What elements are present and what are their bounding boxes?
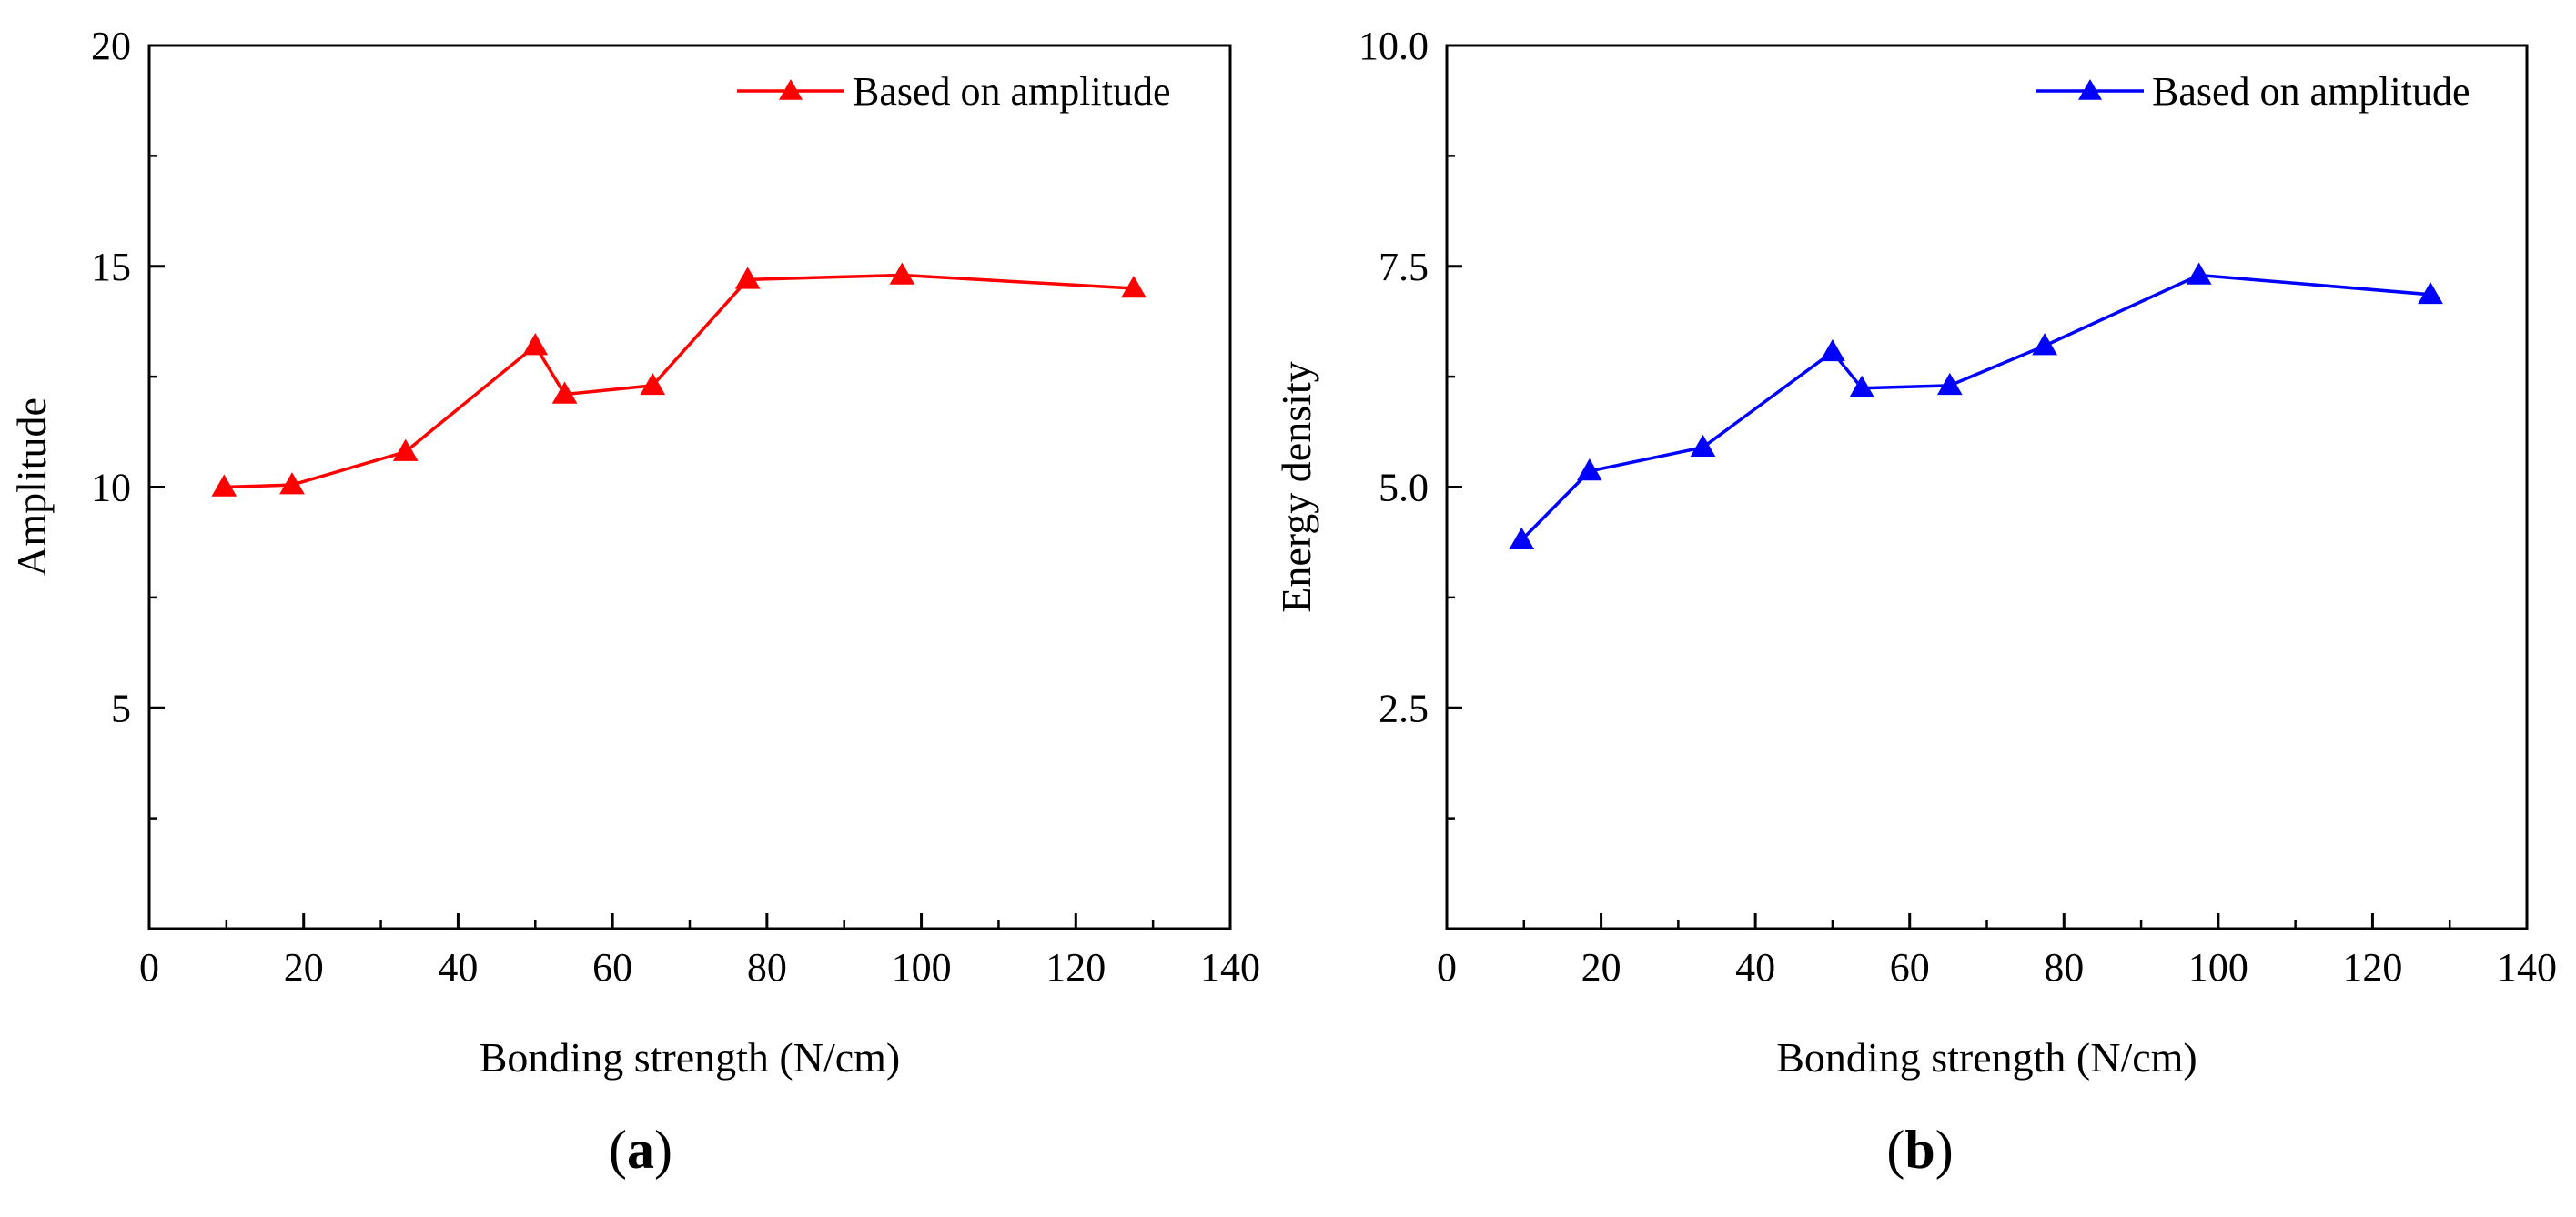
data-point-marker [2418, 281, 2443, 305]
x-tick-label: 40 [1735, 945, 1775, 990]
data-point-marker [1509, 527, 1535, 550]
series-line [224, 273, 1135, 489]
legend-label: Based on amplitude [853, 69, 1171, 114]
y-tick-label: 20 [91, 24, 131, 68]
x-tick-label: 20 [1581, 945, 1621, 990]
data-point-marker [2032, 333, 2057, 356]
data-point-marker [551, 381, 578, 404]
data-point-marker [1820, 338, 1845, 362]
legend-marker [2078, 79, 2102, 100]
x-tick-label: 100 [892, 945, 952, 990]
data-point-marker [522, 333, 549, 356]
y-tick-label: 5.0 [1379, 466, 1429, 510]
y-tick-label: 10 [91, 466, 131, 510]
legend-marker [779, 79, 803, 100]
data-point-marker [1849, 375, 1875, 397]
x-tick-label: 80 [747, 945, 787, 990]
panel-a: 0 20 40 60 80 100 120 140 5 10 15 20 Bonding strengt… [8, 24, 1260, 1180]
legend-label: Based on amplitude [2152, 69, 2470, 114]
x-axis-title: Bonding strength (N/cm) [1776, 1034, 2197, 1081]
x-axis-title: Bonding strength (N/cm) [480, 1034, 901, 1081]
data-point-marker [2186, 262, 2212, 285]
y-tick-label: 2.5 [1379, 686, 1429, 730]
panel-label: (a) [609, 1120, 672, 1180]
x-tick-label: 100 [2188, 945, 2248, 990]
y-axis-title: Energy density [1273, 361, 1319, 612]
x-tick-label: 20 [284, 945, 324, 990]
x-tick-label: 140 [2497, 945, 2557, 990]
y-tick-label: 7.5 [1379, 245, 1429, 289]
x-tick-label: 40 [438, 945, 478, 990]
x-tick-label: 0 [1437, 945, 1457, 990]
data-point-marker [279, 472, 305, 495]
x-tick-label: 60 [1890, 945, 1930, 990]
data-point-marker [889, 262, 915, 285]
x-tick-label: 120 [1046, 945, 1106, 990]
series-line [1520, 273, 2431, 541]
y-axis-title: Amplitude [8, 397, 55, 577]
panel-label: (b) [1886, 1120, 1953, 1180]
plot-frame [1445, 44, 2529, 930]
data-point-marker [640, 372, 666, 396]
data-point-marker [734, 267, 761, 289]
data-point-marker [392, 438, 419, 461]
data-point-marker [1576, 458, 1602, 481]
plot-frame [147, 44, 1232, 930]
data-point-marker [211, 474, 237, 497]
x-tick-label: 120 [2342, 945, 2402, 990]
x-tick-label: 0 [139, 945, 159, 990]
x-tick-label: 60 [592, 945, 632, 990]
panel-b: 0 20 40 60 80 100 120 140 2.5 5.0 7.5 10.0 Bonding s… [1273, 24, 2557, 1180]
data-point-marker [1690, 434, 1716, 458]
y-tick-label: 15 [91, 245, 131, 289]
data-point-marker [1121, 276, 1147, 298]
x-tick-label: 80 [2044, 945, 2084, 990]
x-tick-label: 140 [1200, 945, 1260, 990]
y-tick-label: 10.0 [1359, 24, 1429, 68]
data-point-marker [1936, 372, 1963, 396]
y-tick-label: 5 [111, 686, 131, 730]
